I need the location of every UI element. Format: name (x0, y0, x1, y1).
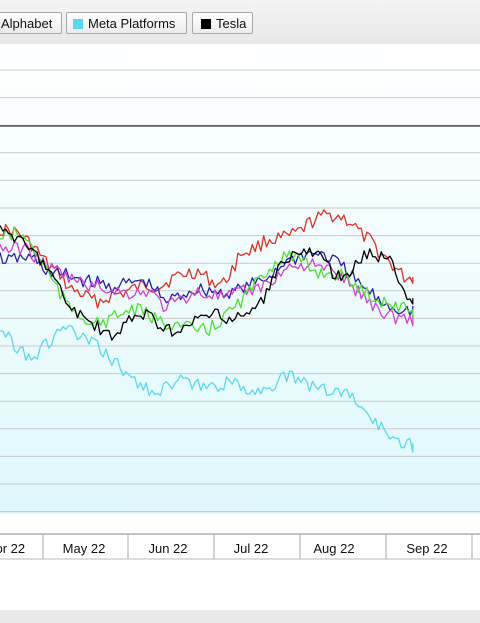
legend-label: Meta Platforms (88, 16, 176, 31)
series-line-5 (0, 225, 414, 341)
series-line-4 (0, 324, 414, 453)
x-tick-label: Sep 22 (406, 541, 447, 556)
x-tick-label: Apr 22 (0, 541, 25, 556)
x-tick-label: Jul 22 (234, 541, 269, 556)
x-tick-label: Aug 22 (313, 541, 354, 556)
x-tick-label: May 22 (63, 541, 106, 556)
x-axis-area (0, 514, 480, 564)
chart-window: Alphabet Meta Platforms Tesla Apr 22 May 22… (0, 0, 480, 610)
bottom-strip (0, 610, 480, 623)
legend-label: Tesla (216, 16, 247, 31)
series-line-2 (0, 241, 414, 327)
legend-swatch (201, 19, 211, 29)
legend: Alphabet Meta Platforms Tesla (0, 0, 480, 45)
series-line-0 (0, 209, 414, 309)
legend-item-meta-platforms[interactable]: Meta Platforms (66, 12, 187, 34)
legend-label: Alphabet (1, 16, 53, 31)
x-tick-label: Jun 22 (148, 541, 187, 556)
line-chart: Apr 22 May 22 Jun 22 Jul 22 Aug 22 Sep 22 (0, 44, 480, 564)
legend-item-tesla[interactable]: Tesla (192, 12, 253, 34)
legend-item-alphabet[interactable]: Alphabet (0, 12, 62, 34)
series-line-3 (0, 226, 414, 336)
legend-swatch (73, 19, 83, 29)
